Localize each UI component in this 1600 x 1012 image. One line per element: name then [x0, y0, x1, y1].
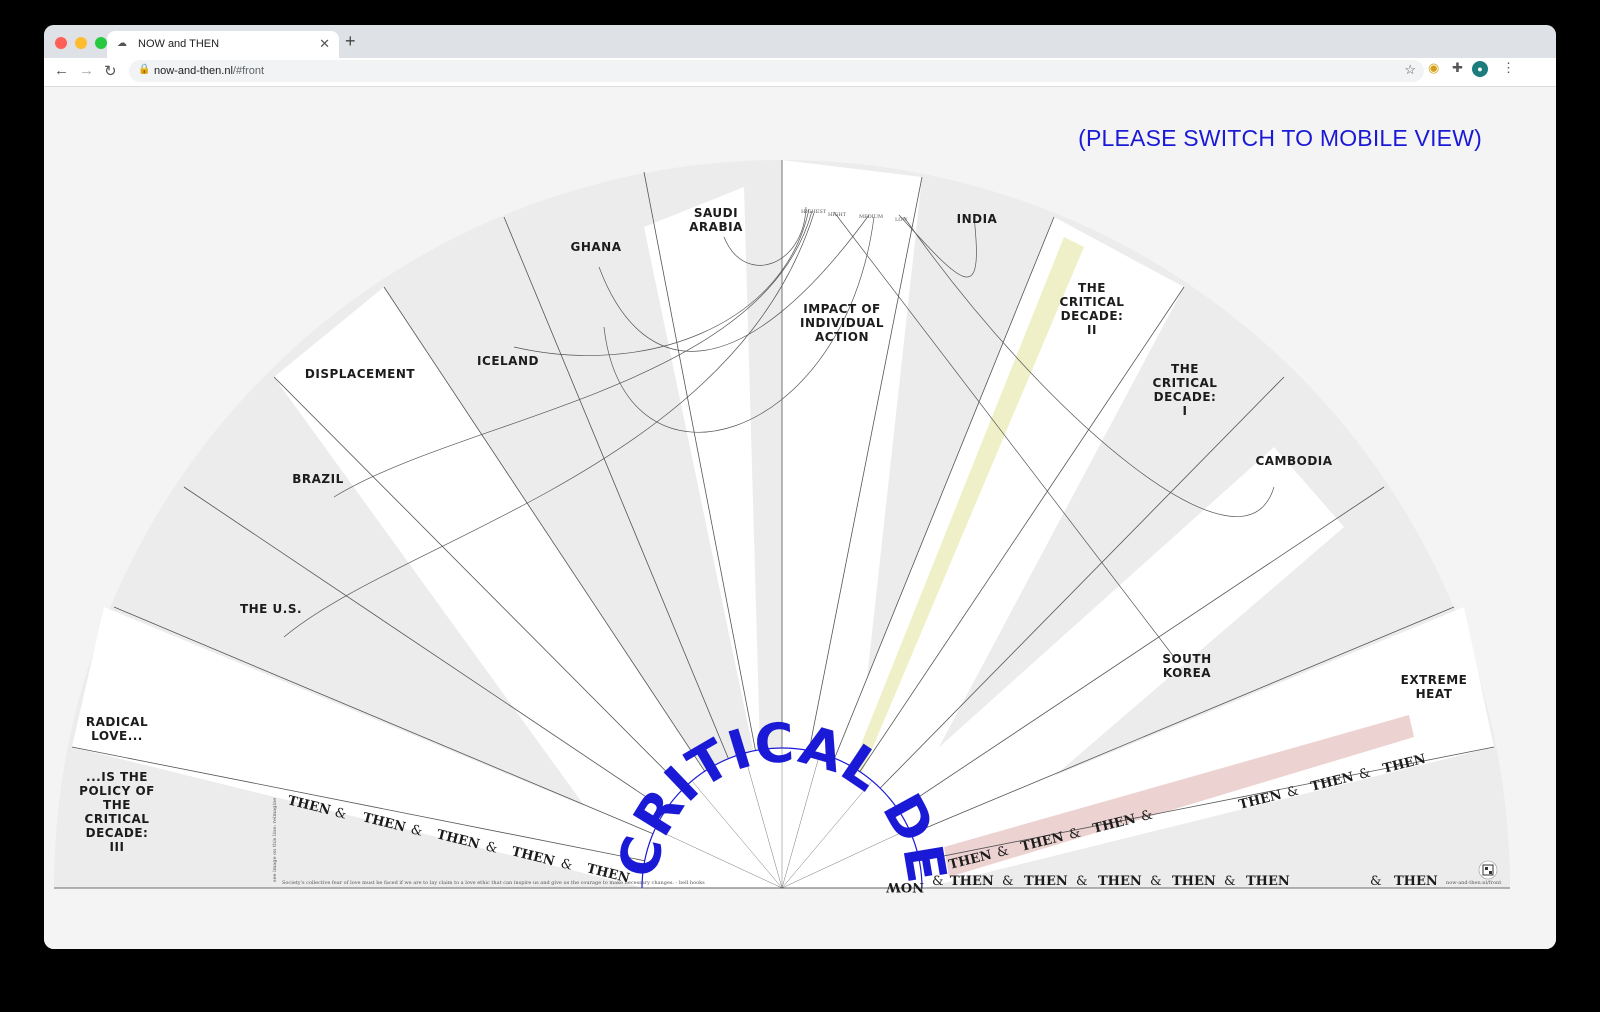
site-favicon-icon: ☁: [117, 38, 127, 49]
url-text: now-and-then.nl/#front: [154, 65, 265, 77]
label-extreme-heat: EXTREME HEAT: [1401, 673, 1468, 701]
extensions-puzzle-icon[interactable]: ✚: [1452, 60, 1463, 75]
bell-hooks-quote: Society's collective fear of love must b…: [282, 880, 705, 886]
svg-text:&: &: [484, 839, 499, 856]
svg-text:&: &: [559, 856, 574, 873]
maximize-window-button[interactable]: [95, 37, 107, 49]
qr-code-icon[interactable]: [1478, 860, 1498, 880]
minimize-window-button[interactable]: [75, 37, 87, 49]
scale-hight: HIGHT: [828, 212, 847, 218]
profile-avatar[interactable]: ●: [1472, 61, 1488, 77]
svg-text:&: &: [1370, 874, 1382, 889]
svg-text:&: &: [1002, 874, 1014, 889]
scale-medium: MEDIUM: [859, 214, 883, 220]
extension-chrome-icon[interactable]: ◉: [1428, 60, 1440, 75]
svg-text:THEN: THEN: [950, 874, 994, 889]
bottom-link-text: see image on this line: reimagine: [272, 798, 278, 882]
svg-text:&: &: [1357, 766, 1372, 783]
label-critical-decade-1: THE CRITICAL DECADE: I: [1153, 362, 1218, 418]
svg-text:THEN: THEN: [1098, 874, 1142, 889]
label-policy-critical-decade-3: ...IS THE POLICY OF THE CRITICAL DECADE: III: [79, 770, 155, 854]
svg-text:&: &: [995, 844, 1010, 861]
close-window-button[interactable]: [55, 37, 67, 49]
svg-text:THEN: THEN: [1394, 874, 1438, 889]
browser-toolbar: ← → ↻ 🔒 now-and-then.nl/#front ☆ ◉ ✚ ● ⋮: [44, 58, 1556, 87]
white-segments: [72, 160, 1494, 888]
then-row-left: THEN & THEN & THEN & THEN & THEN: [286, 793, 631, 886]
label-brazil: BRAZIL: [292, 472, 344, 486]
page-content: (PLEASE SWITCH TO MOBILE VIEW): [44, 87, 1556, 949]
tab-now-and-then[interactable]: ☁ NOW and THEN ✕: [107, 31, 339, 58]
svg-text:&: &: [1285, 784, 1300, 801]
svg-text:&: &: [1224, 874, 1236, 889]
svg-text:&: &: [1150, 874, 1162, 889]
back-icon[interactable]: ←: [54, 62, 69, 79]
now-text: NOW: [886, 879, 924, 894]
bookmark-star-icon[interactable]: ☆: [1404, 62, 1416, 77]
label-cambodia: CAMBODIA: [1255, 454, 1332, 468]
tab-close-icon[interactable]: ✕: [319, 36, 330, 51]
svg-text:&: &: [1076, 874, 1088, 889]
svg-text:THEN: THEN: [1172, 874, 1216, 889]
svg-text:&: &: [1139, 808, 1154, 825]
label-impact-of-individual-action: IMPACT OF INDIVIDUAL ACTION: [800, 302, 884, 344]
reload-icon[interactable]: ↻: [104, 63, 117, 80]
label-iceland: ICELAND: [477, 354, 539, 368]
tab-title: NOW and THEN: [138, 38, 220, 50]
scale-low: LOW: [895, 217, 908, 223]
svg-text:&: &: [333, 805, 348, 822]
then-row-bottom: NOW & THEN & THEN & THEN & THEN & THEN &…: [886, 874, 1438, 894]
label-radical-love: RADICAL LOVE...: [86, 715, 148, 743]
browser-window: ☁ NOW and THEN ✕ + ← → ↻ 🔒 now-and-then.…: [44, 25, 1556, 949]
highlight-band: [844, 237, 1084, 787]
svg-text:&: &: [409, 822, 424, 839]
label-displacement: DISPLACEMENT: [305, 367, 415, 381]
footer-url: now-and-then.nl/front: [1446, 880, 1501, 886]
label-the-us: THE U.S.: [240, 602, 302, 616]
label-saudi-arabia: SAUDI ARABIA: [689, 206, 743, 234]
svg-text:&: &: [932, 874, 944, 889]
mobile-view-notice: (PLEASE SWITCH TO MOBILE VIEW): [1078, 125, 1482, 151]
svg-text:THEN: THEN: [1246, 874, 1290, 889]
new-tab-button[interactable]: +: [345, 31, 356, 51]
svg-text:&: &: [1067, 826, 1082, 843]
scale-highest: HIGHEST: [801, 209, 827, 215]
label-south-korea: SOUTH KOREA: [1162, 652, 1211, 680]
label-ghana: GHANA: [570, 240, 621, 254]
forward-icon[interactable]: →: [79, 62, 94, 79]
browser-menu-icon[interactable]: ⋮: [1502, 60, 1515, 75]
lock-icon: 🔒: [138, 64, 151, 75]
heat-band: [944, 715, 1414, 877]
tab-strip: ☁ NOW and THEN ✕ +: [44, 25, 1556, 58]
label-critical-decade-2: THE CRITICAL DECADE: II: [1060, 281, 1125, 337]
label-india: INDIA: [957, 212, 998, 226]
connector-curves: [283, 206, 1275, 658]
address-bar[interactable]: 🔒 now-and-then.nl/#front ☆: [129, 60, 1424, 82]
svg-text:THEN: THEN: [1024, 874, 1068, 889]
